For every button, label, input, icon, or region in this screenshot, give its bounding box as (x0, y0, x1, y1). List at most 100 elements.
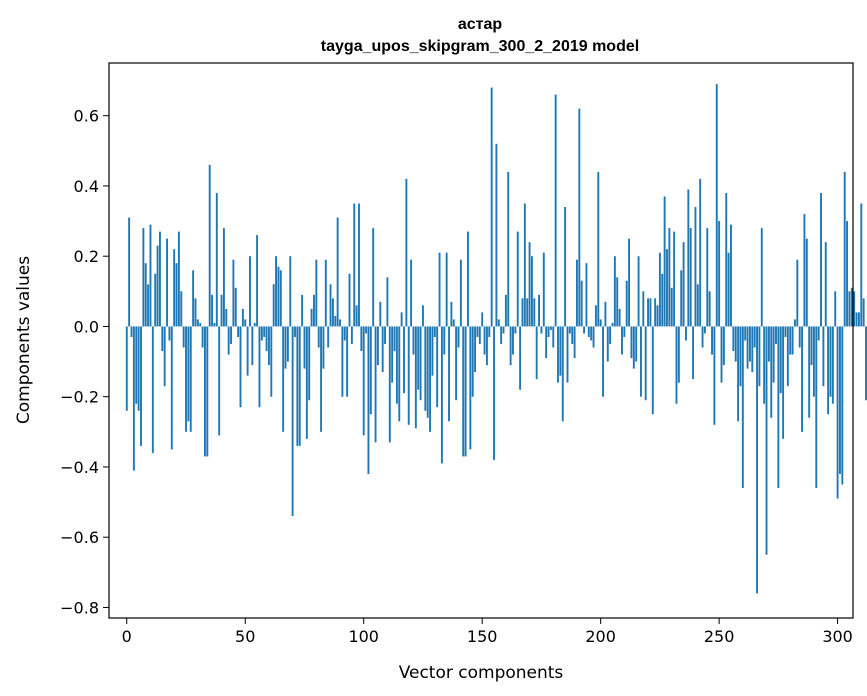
bar (628, 238, 631, 327)
bar (334, 315, 337, 327)
bar (417, 326, 420, 390)
bar (810, 326, 813, 366)
bar (675, 326, 678, 404)
bar (779, 326, 782, 394)
bar (613, 256, 616, 327)
bar (282, 326, 285, 432)
bar (341, 326, 344, 397)
bar (597, 171, 600, 327)
bar (512, 326, 514, 355)
bar (237, 326, 240, 337)
bar-series (125, 84, 867, 594)
bar (666, 249, 668, 327)
bar (576, 259, 578, 327)
bar (201, 326, 204, 348)
bar (692, 326, 695, 380)
bar (865, 326, 867, 401)
bar (270, 326, 273, 397)
bar (786, 326, 789, 387)
x-tick-label: 100 (348, 627, 379, 646)
bar (303, 326, 306, 369)
bar (206, 326, 209, 457)
bar (533, 298, 536, 327)
bar (230, 326, 232, 345)
bar (839, 326, 841, 474)
bar (348, 273, 351, 327)
bar (400, 312, 403, 327)
bar (251, 326, 254, 366)
bar (305, 326, 308, 439)
bar (144, 263, 147, 327)
bar (504, 294, 507, 327)
bar (253, 322, 256, 327)
bar (767, 326, 770, 362)
bar (559, 326, 562, 376)
bar (215, 192, 218, 327)
bar (343, 326, 346, 341)
bar (834, 291, 837, 327)
bar (419, 326, 422, 401)
bar (841, 326, 844, 485)
bar (502, 326, 505, 334)
bar (386, 277, 389, 327)
bar (658, 252, 661, 327)
x-tick-label: 200 (585, 627, 616, 646)
chart-subtitle: tayga_upos_skipgram_300_2_2019 model (321, 38, 639, 55)
bar (369, 326, 372, 415)
bar (507, 171, 510, 327)
bar (831, 326, 834, 404)
bar (180, 291, 183, 327)
bar (696, 284, 699, 327)
bar (817, 326, 820, 341)
bar (687, 189, 690, 327)
bar (784, 326, 787, 337)
bar (376, 326, 379, 366)
bar (796, 259, 799, 327)
bar (388, 326, 391, 443)
bar (516, 231, 519, 327)
bar (471, 326, 474, 397)
x-tick-label: 0 (122, 627, 132, 646)
bar (860, 203, 863, 327)
bar (483, 326, 486, 355)
bar (519, 326, 522, 390)
bar (545, 326, 548, 359)
bar (689, 228, 692, 327)
chart-title: астар (458, 16, 503, 33)
bar (756, 326, 758, 594)
bar (168, 326, 171, 341)
bar (407, 326, 410, 425)
bar (763, 326, 766, 404)
bar (381, 326, 384, 373)
bar (685, 326, 687, 341)
bar (542, 252, 545, 327)
bar (175, 263, 178, 327)
bar (812, 326, 815, 397)
bar (727, 252, 730, 327)
bar (583, 326, 586, 334)
bar (211, 294, 214, 327)
bar (803, 214, 806, 327)
bar (182, 326, 185, 348)
bar (310, 308, 313, 327)
bar (346, 326, 349, 397)
bar (329, 284, 332, 327)
bar (331, 298, 334, 327)
plot-frame (108, 62, 854, 619)
bar (625, 280, 628, 327)
bar (623, 326, 626, 337)
bar (547, 326, 550, 337)
x-tick-label: 150 (467, 627, 498, 646)
bar (142, 228, 145, 327)
bar (405, 178, 408, 327)
bar (713, 326, 716, 425)
bar (706, 228, 709, 327)
bar (554, 94, 557, 327)
bar (827, 326, 830, 415)
bar (289, 256, 292, 327)
bar (485, 326, 488, 366)
bar (862, 298, 865, 327)
bar (670, 287, 673, 327)
bar (599, 319, 602, 327)
bar (467, 231, 469, 327)
